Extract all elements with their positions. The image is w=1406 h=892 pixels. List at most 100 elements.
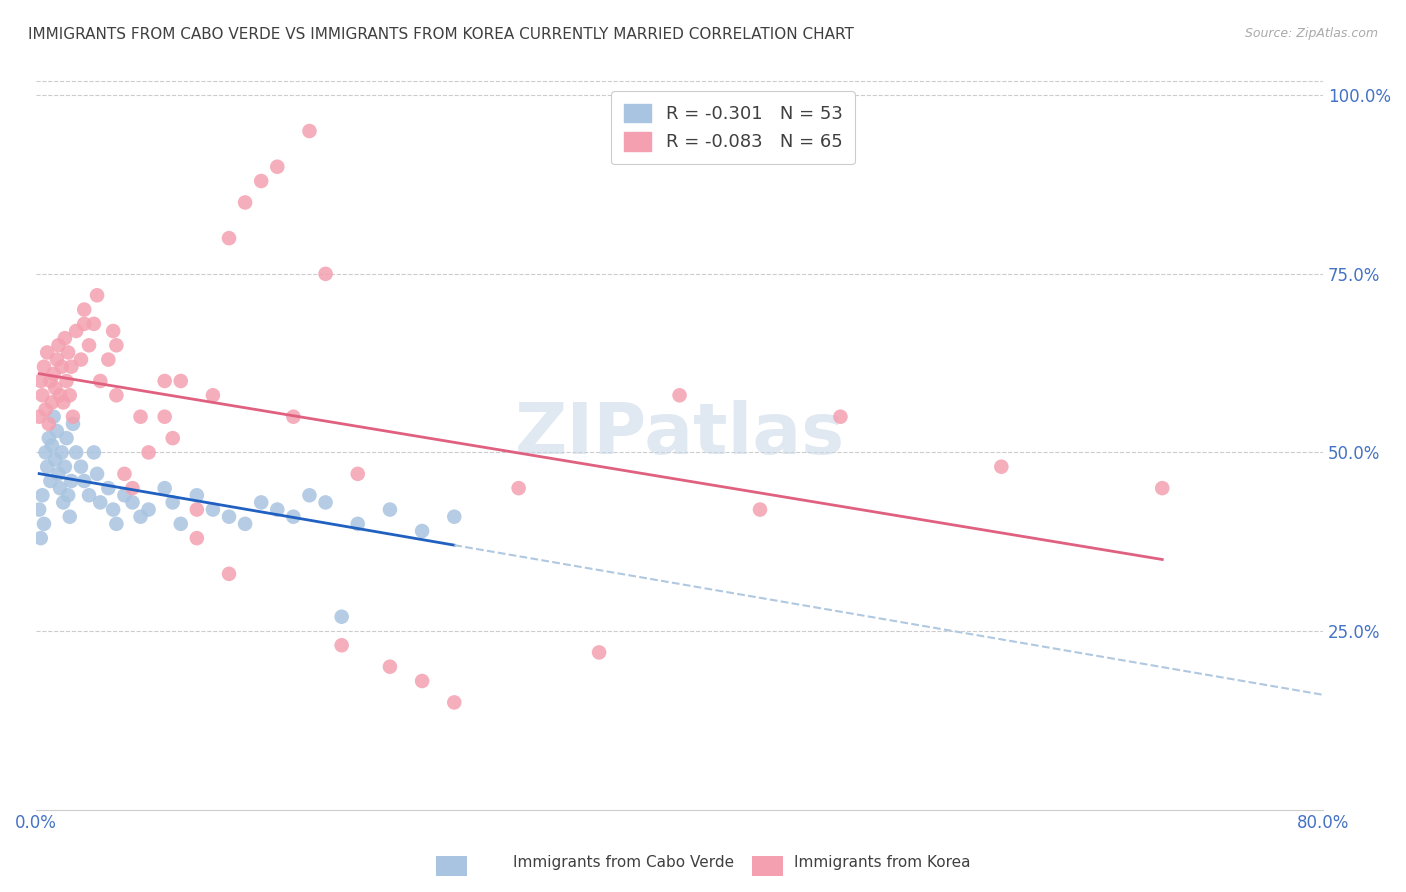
Point — [121, 481, 143, 495]
Point — [41, 395, 63, 409]
Point — [53, 331, 76, 345]
Point — [162, 495, 184, 509]
Point — [70, 352, 93, 367]
Point — [77, 338, 100, 352]
Point — [59, 509, 82, 524]
Point — [443, 695, 465, 709]
Point — [298, 488, 321, 502]
Point — [749, 502, 772, 516]
Point — [32, 359, 55, 374]
Point — [86, 288, 108, 302]
Point — [411, 673, 433, 688]
Point — [48, 338, 70, 352]
Text: Immigrants from Korea: Immigrants from Korea — [794, 855, 972, 870]
Point — [38, 417, 60, 431]
Point — [73, 302, 96, 317]
Point — [101, 324, 124, 338]
Point — [42, 409, 65, 424]
Point — [170, 374, 193, 388]
Point — [97, 481, 120, 495]
Point — [39, 474, 62, 488]
Point — [153, 374, 176, 388]
Point — [105, 388, 128, 402]
Point — [37, 459, 59, 474]
Point — [62, 417, 84, 431]
Point — [48, 467, 70, 481]
Point — [218, 509, 240, 524]
Point — [30, 374, 52, 388]
Point — [668, 388, 690, 402]
Point — [129, 509, 152, 524]
Point — [38, 431, 60, 445]
Point — [39, 374, 62, 388]
Point — [86, 467, 108, 481]
Point — [250, 495, 273, 509]
Point — [65, 324, 87, 338]
Point — [129, 409, 152, 424]
Point — [73, 474, 96, 488]
Point — [51, 445, 73, 459]
Point — [346, 516, 368, 531]
Point — [32, 516, 55, 531]
Point — [41, 438, 63, 452]
Point — [60, 474, 83, 488]
Text: Immigrants from Cabo Verde: Immigrants from Cabo Verde — [513, 855, 734, 870]
Point — [77, 488, 100, 502]
Point — [266, 502, 288, 516]
Point — [31, 488, 53, 502]
Point — [30, 531, 52, 545]
Point — [45, 352, 67, 367]
Point — [53, 459, 76, 474]
Point — [49, 388, 72, 402]
Point — [42, 367, 65, 381]
Point — [83, 445, 105, 459]
Point — [28, 502, 51, 516]
Point — [114, 488, 136, 502]
Point — [186, 502, 208, 516]
Point — [73, 317, 96, 331]
Point — [138, 502, 160, 516]
Point — [65, 445, 87, 459]
Point — [153, 409, 176, 424]
Point — [59, 388, 82, 402]
Text: IMMIGRANTS FROM CABO VERDE VS IMMIGRANTS FROM KOREA CURRENTLY MARRIED CORRELATIO: IMMIGRANTS FROM CABO VERDE VS IMMIGRANTS… — [28, 27, 853, 42]
Point — [186, 531, 208, 545]
Point — [218, 231, 240, 245]
Legend: R = -0.301   N = 53, R = -0.083   N = 65: R = -0.301 N = 53, R = -0.083 N = 65 — [612, 91, 855, 164]
Point — [233, 195, 256, 210]
Point — [378, 502, 401, 516]
Point — [170, 516, 193, 531]
Point — [51, 359, 73, 374]
Point — [1152, 481, 1174, 495]
Point — [201, 388, 224, 402]
Point — [298, 124, 321, 138]
Point — [45, 424, 67, 438]
Point — [378, 659, 401, 673]
Point — [62, 409, 84, 424]
Point — [89, 374, 111, 388]
Point — [44, 381, 66, 395]
Point — [34, 402, 56, 417]
Point — [186, 488, 208, 502]
Point — [588, 645, 610, 659]
Point — [105, 338, 128, 352]
Point — [990, 459, 1012, 474]
Point — [55, 374, 77, 388]
Point — [105, 516, 128, 531]
Point — [56, 488, 79, 502]
Point — [162, 431, 184, 445]
Point — [52, 395, 75, 409]
Point — [283, 509, 305, 524]
Point — [49, 481, 72, 495]
Point — [60, 359, 83, 374]
Point — [114, 467, 136, 481]
Point — [330, 638, 353, 652]
Text: ZIPatlas: ZIPatlas — [515, 401, 845, 469]
Point — [55, 431, 77, 445]
Point — [31, 388, 53, 402]
Point — [315, 267, 337, 281]
Point — [83, 317, 105, 331]
Point — [138, 445, 160, 459]
Point — [89, 495, 111, 509]
Point — [153, 481, 176, 495]
